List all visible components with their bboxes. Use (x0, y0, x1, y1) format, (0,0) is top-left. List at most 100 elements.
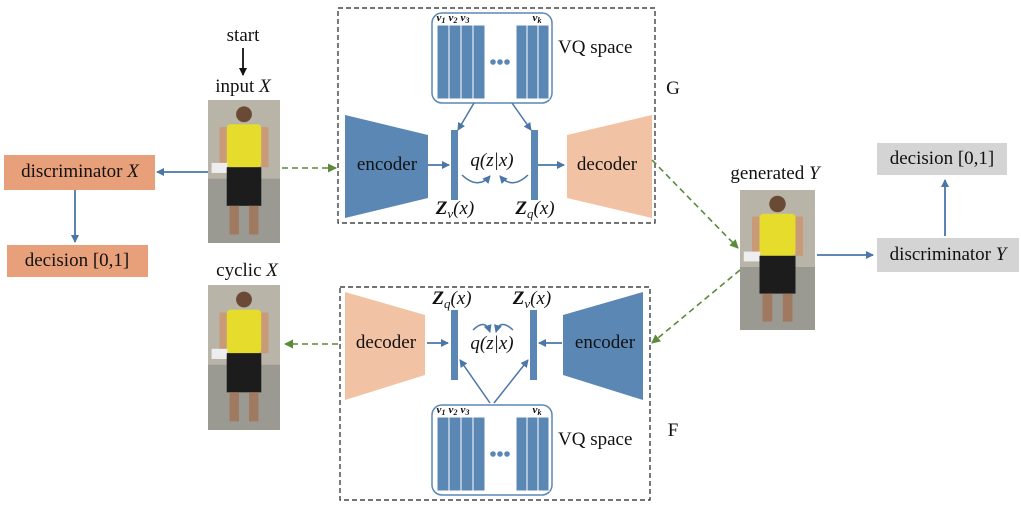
text-part: Y (809, 163, 822, 184)
person-image (208, 285, 280, 430)
text-part: VQ space (558, 429, 632, 450)
decision-label: decision [0,1] (25, 250, 129, 271)
text-part: (x) (530, 288, 551, 309)
text-part: q(z|x) (470, 333, 513, 354)
ellipsis-dot (490, 59, 496, 65)
head (236, 106, 252, 122)
quantizer-label: q(z|x) (470, 333, 513, 354)
ellipsis-dot (490, 451, 496, 457)
codebook-vector (538, 417, 549, 491)
codebook-vector (473, 417, 485, 491)
arrow (494, 360, 528, 403)
text-part: encoder (357, 154, 418, 175)
arm-l (220, 127, 227, 167)
arm-r (261, 313, 268, 354)
generated-label: generated Y (730, 163, 822, 184)
arm-l (220, 313, 227, 354)
arrow (496, 324, 513, 332)
text-part: 2 (452, 408, 457, 417)
codebook-vector (516, 417, 527, 491)
text-part: Z (435, 198, 448, 219)
codebook-vector (437, 417, 449, 491)
text-part: (x) (453, 198, 474, 219)
text-part: VQ space (558, 37, 632, 58)
text-part: input (215, 76, 255, 97)
codebook-vector (461, 25, 473, 99)
text-part: Z (431, 288, 444, 309)
leg-r (783, 294, 793, 322)
diagram: startinput Xdiscriminator Xdecision [0,1… (0, 0, 1021, 508)
bag (212, 349, 228, 359)
text-part: 1 (441, 408, 445, 417)
codebook-vector (461, 417, 473, 491)
codebook-vector (538, 25, 549, 99)
encoder-label: encoder (357, 154, 418, 175)
arrow (460, 360, 490, 403)
vq-label: VQ space (558, 37, 632, 58)
text-part: X (265, 260, 279, 281)
cyclic-label: cyclic X (216, 260, 279, 281)
text-part: q(z|x) (470, 150, 513, 171)
arrow (652, 270, 740, 343)
shorts (760, 256, 796, 294)
text-part: decoder (356, 332, 417, 353)
text-part: decoder (577, 154, 638, 175)
text-part: Z (514, 198, 527, 219)
text-part: 2 (452, 16, 457, 25)
text-part: decision [0,1] (890, 148, 994, 169)
person-image (208, 100, 280, 243)
shorts (227, 167, 262, 206)
latent-label: Zq(x) (514, 198, 554, 221)
leg-r (249, 392, 258, 421)
latent-label: Zv(x) (512, 288, 551, 311)
codebook-vector (449, 25, 461, 99)
latent-label: Zv(x) (435, 198, 474, 221)
quantizer-label: q(z|x) (470, 150, 513, 171)
text-part: F (668, 420, 679, 441)
text-part: 3 (464, 408, 469, 417)
leg-r (249, 206, 258, 235)
text-part: (x) (451, 288, 472, 309)
arrow (458, 103, 474, 130)
latent-bar (531, 130, 538, 200)
ellipsis-dot (504, 59, 510, 65)
shorts (227, 353, 262, 392)
decoder-label: decoder (356, 332, 417, 353)
ellipsis-dot (497, 451, 503, 457)
arrow (652, 160, 738, 248)
discriminator-label: discriminator Y (890, 244, 1009, 265)
text-part: start (227, 25, 260, 46)
arrow (462, 175, 490, 183)
codebook-vector (527, 417, 538, 491)
text-part: k (537, 408, 541, 417)
text-part: k (537, 16, 541, 25)
shirt (760, 214, 796, 256)
text-part: X (126, 161, 140, 182)
text-part: cyclic (216, 260, 261, 281)
codebook-vector (473, 25, 485, 99)
codebook-vector (516, 25, 527, 99)
generator-name: F (668, 420, 679, 441)
leg-l (230, 206, 239, 235)
generator-name: G (666, 78, 680, 99)
latent-label: Zq(x) (431, 288, 471, 311)
latent-bar (530, 310, 537, 380)
text-part: generated (730, 163, 804, 184)
arrow (512, 103, 531, 130)
text-part: 1 (441, 16, 445, 25)
text-part: discriminator (21, 161, 123, 182)
latent-bar (451, 130, 458, 200)
bag (744, 252, 761, 262)
head (236, 292, 252, 308)
arm-r (261, 127, 268, 167)
encoder-label: encoder (575, 332, 636, 353)
leg-l (763, 294, 773, 322)
text-part: decision [0,1] (25, 250, 129, 271)
text-part: (x) (534, 198, 555, 219)
text-part: encoder (575, 332, 636, 353)
discriminator-label: discriminator X (21, 161, 140, 182)
arm-l (752, 217, 760, 256)
arm-r (796, 217, 804, 256)
text-part: discriminator (890, 244, 992, 265)
text-part: 3 (464, 16, 469, 25)
